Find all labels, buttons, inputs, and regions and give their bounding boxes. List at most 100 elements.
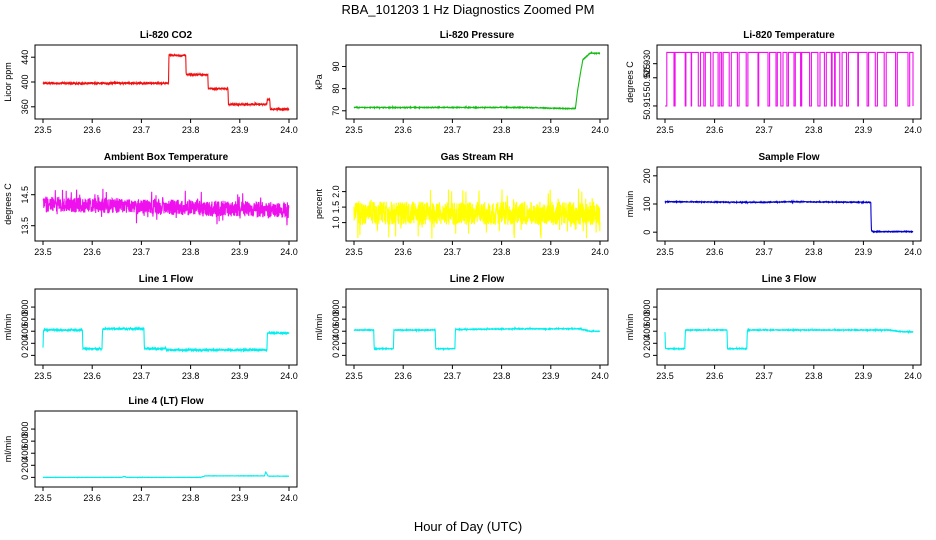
x-tick-label: 23.9 bbox=[231, 371, 249, 381]
y-tick-label: 50.930 bbox=[642, 50, 652, 78]
y-tick-label: 50.915 bbox=[642, 92, 652, 120]
panel-2: Li-820 Pressure kPa 23.5 23.6 23.7 23.8 23.9 24… bbox=[314, 30, 609, 135]
x-tick-label: 23.8 bbox=[182, 493, 200, 503]
x-tick-label: 24.0 bbox=[591, 125, 609, 135]
x-tick-label: 23.9 bbox=[231, 125, 249, 135]
panel-title: Li-820 CO2 bbox=[140, 30, 193, 41]
plot-frame bbox=[345, 44, 609, 120]
x-tick-label: 24.0 bbox=[591, 371, 609, 381]
x-tick-label: 23.6 bbox=[83, 247, 101, 257]
x-tick-label: 23.5 bbox=[345, 125, 363, 135]
y-axis-label: ml/min bbox=[625, 191, 635, 218]
series-line bbox=[353, 50, 601, 111]
x-tick-label: 23.8 bbox=[182, 125, 200, 135]
plot-frame bbox=[656, 288, 922, 366]
x-tick-label: 23.7 bbox=[444, 371, 462, 381]
panel-9: Line 3 Flow ml/min 23.5 23.6 23.7 23.8 23.9 24.… bbox=[625, 274, 922, 381]
y-tick-label: 1.5 bbox=[331, 201, 341, 214]
series-line bbox=[353, 188, 601, 239]
x-tick-label: 23.7 bbox=[444, 125, 462, 135]
panel-title: Ambient Box Temperature bbox=[104, 152, 229, 163]
x-tick-label: 23.5 bbox=[345, 247, 363, 257]
x-tick-label: 23.6 bbox=[394, 371, 412, 381]
panel-title: Line 1 Flow bbox=[139, 274, 194, 285]
plot-frame bbox=[34, 166, 298, 242]
y-tick-label: 200 bbox=[20, 458, 30, 473]
x-tick-label: 24.0 bbox=[280, 371, 298, 381]
y-tick-label: 200 bbox=[331, 336, 341, 351]
panel-10: Line 4 (LT) Flow ml/min 23.5 23.6 23.7 23.8 23… bbox=[3, 396, 298, 503]
panel-title: Line 3 Flow bbox=[762, 274, 817, 285]
panel-title: Line 2 Flow bbox=[450, 274, 505, 285]
x-tick-label: 23.8 bbox=[805, 371, 823, 381]
x-tick-label: 23.9 bbox=[542, 371, 560, 381]
x-tick-label: 23.8 bbox=[182, 247, 200, 257]
y-tick-label: 200 bbox=[642, 336, 652, 351]
y-tick-label: 90 bbox=[331, 61, 341, 71]
plot-frame bbox=[656, 166, 922, 242]
y-tick-label: 600 bbox=[20, 312, 30, 327]
y-axis-label: ml/min bbox=[625, 314, 635, 341]
y-tick-label: 400 bbox=[20, 74, 30, 89]
x-tick-label: 23.9 bbox=[231, 247, 249, 257]
x-tick-label: 23.6 bbox=[706, 125, 724, 135]
series-line bbox=[664, 199, 914, 234]
x-tick-label: 23.5 bbox=[345, 371, 363, 381]
y-tick-label: 80 bbox=[331, 84, 341, 94]
panel-title: Li-820 Pressure bbox=[440, 30, 515, 41]
x-tick-label: 23.6 bbox=[706, 247, 724, 257]
plot-frame bbox=[345, 288, 609, 366]
x-tick-label: 23.5 bbox=[34, 493, 52, 503]
x-tick-label: 23.8 bbox=[493, 371, 511, 381]
x-tick-label: 24.0 bbox=[904, 371, 922, 381]
x-tick-label: 24.0 bbox=[904, 125, 922, 135]
panel-7: Line 1 Flow ml/min 23.5 23.6 23.7 23.8 23.9 24.… bbox=[3, 274, 298, 381]
y-tick-label: 0 bbox=[20, 475, 30, 480]
x-tick-label: 23.5 bbox=[656, 125, 674, 135]
x-tick-label: 23.7 bbox=[444, 247, 462, 257]
x-tick-label: 23.7 bbox=[755, 371, 773, 381]
x-tick-label: 23.9 bbox=[855, 247, 873, 257]
x-tick-label: 24.0 bbox=[280, 247, 298, 257]
x-tick-label: 23.5 bbox=[656, 247, 674, 257]
y-tick-label: 0 bbox=[642, 230, 652, 235]
y-tick-label: 0 bbox=[20, 353, 30, 358]
panel-title: Gas Stream RH bbox=[441, 152, 514, 163]
x-tick-label: 24.0 bbox=[904, 247, 922, 257]
x-tick-label: 23.7 bbox=[133, 493, 151, 503]
x-tick-label: 24.0 bbox=[280, 125, 298, 135]
x-tick-label: 23.7 bbox=[133, 125, 151, 135]
plot-frame bbox=[345, 166, 609, 242]
y-tick-label: 400 bbox=[20, 446, 30, 461]
plot-frame bbox=[656, 44, 922, 120]
panel-8: Line 2 Flow ml/min 23.5 23.6 23.7 23.8 23.9 24.… bbox=[314, 274, 609, 381]
x-tick-label: 23.9 bbox=[542, 247, 560, 257]
x-tick-label: 23.7 bbox=[755, 125, 773, 135]
y-tick-label: 800 bbox=[642, 300, 652, 315]
x-tick-label: 23.9 bbox=[855, 125, 873, 135]
series-line bbox=[665, 51, 914, 107]
x-tick-label: 23.8 bbox=[493, 125, 511, 135]
x-tick-label: 23.5 bbox=[34, 125, 52, 135]
y-tick-label: 0 bbox=[331, 353, 341, 358]
series-line bbox=[353, 326, 601, 352]
x-tick-label: 23.6 bbox=[83, 371, 101, 381]
y-tick-label: 13.5 bbox=[20, 217, 30, 235]
panel-3: Li-820 Temperature degrees C 23.5 23.6 23.7 2… bbox=[625, 30, 922, 135]
x-tick-label: 23.8 bbox=[805, 125, 823, 135]
y-axis-label: ml/min bbox=[3, 314, 13, 341]
figure-xlabel: Hour of Day (UTC) bbox=[414, 519, 522, 534]
y-axis-label: percent bbox=[314, 188, 324, 219]
y-tick-label: 200 bbox=[642, 168, 652, 183]
x-tick-label: 23.7 bbox=[133, 371, 151, 381]
y-axis-label: Licor ppm bbox=[3, 62, 13, 102]
figure-title: RBA_101203 1 Hz Diagnostics Zoomed PM bbox=[342, 2, 595, 17]
x-tick-label: 23.5 bbox=[656, 371, 674, 381]
x-tick-label: 23.8 bbox=[493, 247, 511, 257]
y-tick-label: 2.0 bbox=[331, 185, 341, 198]
panel-5: Gas Stream RH percent 23.5 23.6 23.7 23.8 23.9… bbox=[314, 152, 609, 257]
x-tick-label: 23.7 bbox=[133, 247, 151, 257]
y-axis-label: degrees C bbox=[3, 183, 13, 225]
series-line bbox=[42, 188, 290, 226]
x-tick-label: 24.0 bbox=[591, 247, 609, 257]
